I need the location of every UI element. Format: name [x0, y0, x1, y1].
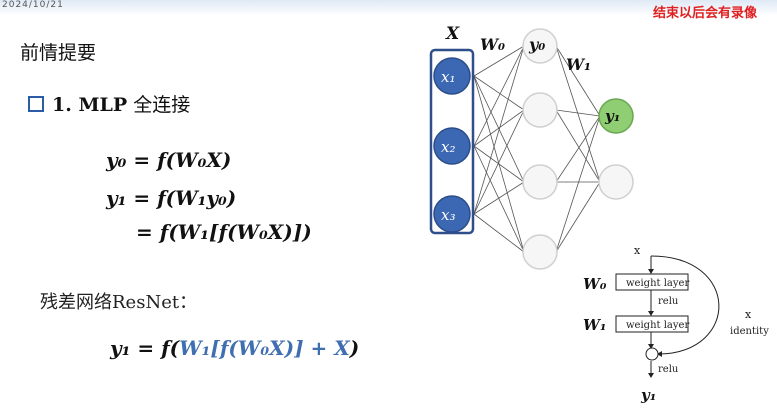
top-bar	[0, 0, 777, 16]
output-node-2	[598, 164, 634, 200]
slide-heading: 前情提要	[20, 42, 97, 64]
input-node-2-label: x₂	[441, 138, 455, 156]
weight-w0-label: W₀	[480, 35, 505, 54]
block-w1-label: W₁	[583, 316, 606, 334]
hidden-node-2	[522, 92, 558, 128]
input-node-3-label: x₃	[441, 206, 455, 224]
weight-w1-label: W₁	[566, 55, 591, 74]
weight-layer-2-label: weight layer	[626, 320, 689, 331]
input-node-3	[433, 195, 471, 233]
input-label: X	[445, 24, 460, 44]
block-w0-label: W₀	[583, 275, 607, 293]
block-input-x: x	[634, 244, 641, 257]
weight-layer-1-label: weight layer	[626, 278, 689, 289]
output-node-label: y₁	[604, 107, 620, 125]
hidden-node-3	[522, 164, 558, 200]
identity-label: identity	[730, 326, 769, 337]
block-output-label: y₁	[640, 386, 656, 404]
hidden-node-4	[522, 234, 558, 270]
hidden-top-label: y₀	[528, 35, 545, 54]
input-node-2	[433, 127, 471, 165]
output-node-1	[598, 98, 634, 134]
recording-notice: 结束以后会有录像	[653, 6, 758, 21]
bullet-text: 1. MLP 全连接	[52, 90, 190, 117]
resnet-label: 残差网络ResNet：	[40, 292, 198, 313]
bullet-item: 1. MLP 全连接	[28, 90, 190, 117]
relu-1-label: relu	[658, 296, 679, 307]
equation-resnet-prefix: y₁ = f(	[110, 336, 180, 360]
square-bullet-icon	[28, 95, 44, 112]
equation-y1: y₁ = f(W₁y₀)	[106, 186, 237, 210]
relu-2-label: relu	[658, 364, 679, 375]
weight-layer-1	[615, 273, 689, 291]
equation-resnet: y₁ = f(W₁[f(W₀X)] + X)	[110, 336, 359, 360]
input-node-1-label: x₁	[441, 68, 455, 86]
equation-y1-expanded: = f(W₁[f(W₀X)])	[136, 220, 312, 244]
input-node-1	[433, 57, 471, 95]
input-group-box	[429, 48, 475, 235]
slide-date: 2024/10/21	[2, 0, 64, 10]
skip-x-label: x	[745, 308, 752, 321]
bullet-label: 全连接	[133, 94, 191, 116]
equation-resnet-suffix: )	[349, 336, 360, 360]
hidden-node-1	[522, 28, 558, 64]
equation-y0: y₀ = f(W₀X)	[106, 148, 232, 172]
equation-resnet-residual: W₁[f(W₀X)] + X	[179, 336, 350, 360]
weight-layer-2	[615, 315, 689, 333]
bullet-number: 1. MLP	[52, 94, 128, 116]
addition-node	[645, 347, 659, 361]
